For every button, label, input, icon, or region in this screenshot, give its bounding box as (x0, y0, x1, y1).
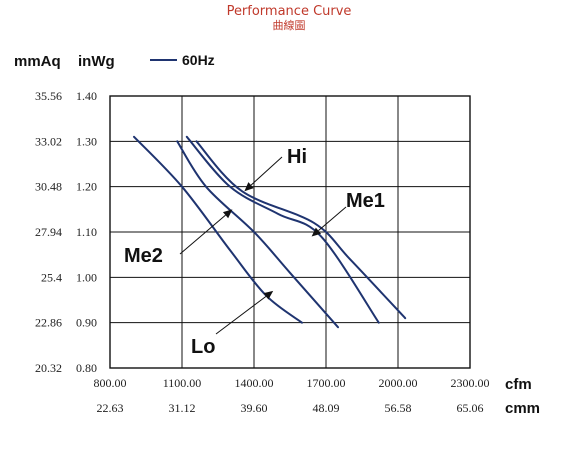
curves (133, 135, 407, 329)
y-unit-inwg: inWg (78, 53, 115, 70)
y-tick-mmaq: 20.32 (35, 361, 62, 375)
y-tick-inwg: 0.80 (76, 361, 97, 375)
annotation-label-me2: Me2 (124, 245, 163, 267)
x-tick-cfm: 1100.00 (163, 376, 202, 390)
annotation-label-me1: Me1 (346, 190, 385, 212)
tick-labels: 800.00 22.63 1100.00 31.12 1400.00 39.60 1700.… (35, 89, 490, 415)
series-line-me1 (195, 140, 407, 320)
x-tick-cfm: 2000.00 (379, 376, 418, 390)
x-tick-cmm: 31.12 (169, 401, 196, 415)
y-tick-mmaq: 27.94 (35, 225, 62, 239)
chart-title: Performance Curve (227, 4, 352, 19)
x-tick-cfm: 1700.00 (307, 376, 346, 390)
x-tick-cmm: 39.60 (241, 401, 268, 415)
y-unit-mmaq: mmAq (14, 53, 61, 70)
chart-subtitle: 曲線圖 (273, 18, 306, 32)
annotation-arrowhead-lo (263, 290, 274, 300)
x-tick-cmm: 56.58 (385, 401, 412, 415)
grid (109, 95, 471, 369)
y-tick-mmaq: 22.86 (35, 316, 62, 330)
y-tick-mmaq: 35.56 (35, 89, 62, 103)
annotation-arrow-lo (215, 295, 267, 335)
y-tick-inwg: 1.00 (76, 270, 97, 284)
y-tick-inwg: 1.20 (76, 180, 97, 194)
x-unit-cfm: cfm (505, 376, 532, 393)
annotation-arrow-me1 (318, 206, 347, 232)
x-tick-cfm: 2300.00 (451, 376, 490, 390)
y-tick-mmaq: 33.02 (35, 134, 62, 148)
x-tick-cmm: 65.06 (457, 401, 484, 415)
plot-frame (109, 95, 471, 369)
y-tick-inwg: 1.10 (76, 225, 97, 239)
y-tick-inwg: 1.30 (76, 134, 97, 148)
annotation-arrow-me2 (179, 214, 226, 255)
series-line-lo (133, 135, 303, 324)
y-tick-mmaq: 25.4 (41, 270, 62, 284)
legend: 60Hz (150, 52, 215, 68)
annotation-arrowhead-hi (244, 182, 254, 192)
y-tick-inwg: 1.40 (76, 89, 97, 103)
y-tick-mmaq: 30.48 (35, 180, 62, 194)
series-line-hi (185, 135, 380, 324)
x-unit-cmm: cmm (505, 400, 540, 417)
x-tick-cmm: 22.63 (97, 401, 124, 415)
annotation-arrows: Hi Me1 Me2 Lo (124, 146, 385, 358)
annotation-arrowhead-me2 (222, 209, 233, 219)
legend-label: 60Hz (182, 52, 215, 68)
annotation-arrow-hi (250, 156, 283, 186)
annotation-arrowhead-me1 (311, 227, 322, 237)
annotation-label-hi: Hi (287, 146, 307, 168)
x-tick-cmm: 48.09 (313, 401, 340, 415)
series-line-me2 (176, 140, 339, 329)
y-tick-inwg: 0.90 (76, 316, 97, 330)
x-tick-cfm: 1400.00 (235, 376, 274, 390)
annotation-label-lo: Lo (191, 336, 215, 358)
x-tick-cfm: 800.00 (94, 376, 127, 390)
